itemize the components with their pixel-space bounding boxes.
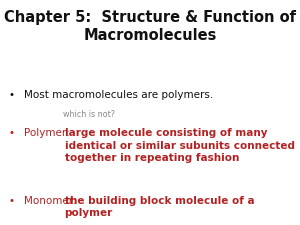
Text: the building block molecule of a
polymer: the building block molecule of a polymer: [64, 196, 254, 218]
Text: large molecule consisting of many
identical or similar subunits connected
togeth: large molecule consisting of many identi…: [64, 128, 295, 163]
Text: Polymer:: Polymer:: [24, 128, 76, 138]
Text: Chapter 5:  Structure & Function of
Macromolecules: Chapter 5: Structure & Function of Macro…: [4, 10, 296, 43]
Text: Monomer:: Monomer:: [24, 196, 83, 206]
Text: •: •: [9, 128, 15, 138]
Text: Most macromolecules are polymers.: Most macromolecules are polymers.: [24, 90, 213, 100]
Text: •: •: [9, 90, 15, 100]
Text: which is not?: which is not?: [63, 110, 115, 119]
Text: •: •: [9, 196, 15, 206]
